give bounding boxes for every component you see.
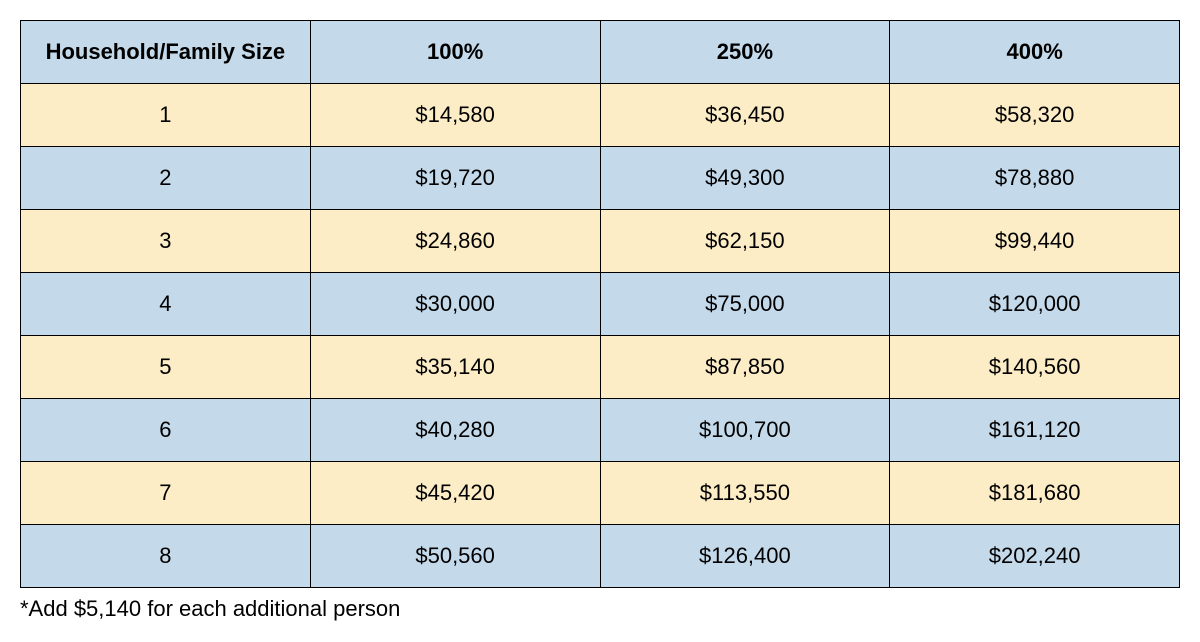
poverty-guideline-table-container: Household/Family Size100%250%400% 1$14,5… [20, 20, 1180, 622]
table-cell: $49,300 [600, 147, 890, 210]
table-cell: $62,150 [600, 210, 890, 273]
table-cell: $120,000 [890, 273, 1180, 336]
table-cell: $140,560 [890, 336, 1180, 399]
column-header: 250% [600, 21, 890, 84]
table-cell: $58,320 [890, 84, 1180, 147]
column-header: 400% [890, 21, 1180, 84]
table-header-row: Household/Family Size100%250%400% [21, 21, 1180, 84]
table-cell: $50,560 [310, 525, 600, 588]
table-row: 3$24,860$62,150$99,440 [21, 210, 1180, 273]
table-row: 8$50,560$126,400$202,240 [21, 525, 1180, 588]
table-cell: $35,140 [310, 336, 600, 399]
table-cell: $14,580 [310, 84, 600, 147]
table-cell: 3 [21, 210, 311, 273]
table-cell: $19,720 [310, 147, 600, 210]
table-cell: $202,240 [890, 525, 1180, 588]
table-cell: 2 [21, 147, 311, 210]
poverty-guideline-table: Household/Family Size100%250%400% 1$14,5… [20, 20, 1180, 588]
table-cell: $45,420 [310, 462, 600, 525]
table-row: 5$35,140$87,850$140,560 [21, 336, 1180, 399]
table-cell: $87,850 [600, 336, 890, 399]
table-cell: 5 [21, 336, 311, 399]
table-cell: 8 [21, 525, 311, 588]
table-cell: $30,000 [310, 273, 600, 336]
table-row: 1$14,580$36,450$58,320 [21, 84, 1180, 147]
table-cell: $24,860 [310, 210, 600, 273]
table-row: 7$45,420$113,550$181,680 [21, 462, 1180, 525]
table-cell: 6 [21, 399, 311, 462]
table-cell: $40,280 [310, 399, 600, 462]
table-cell: $78,880 [890, 147, 1180, 210]
footnote-text: *Add $5,140 for each additional person [20, 596, 1180, 622]
table-cell: $99,440 [890, 210, 1180, 273]
table-row: 2$19,720$49,300$78,880 [21, 147, 1180, 210]
table-cell: $36,450 [600, 84, 890, 147]
table-cell: $161,120 [890, 399, 1180, 462]
table-cell: 4 [21, 273, 311, 336]
table-cell: $126,400 [600, 525, 890, 588]
table-row: 4$30,000$75,000$120,000 [21, 273, 1180, 336]
table-cell: $181,680 [890, 462, 1180, 525]
table-row: 6$40,280$100,700$161,120 [21, 399, 1180, 462]
table-cell: $75,000 [600, 273, 890, 336]
table-cell: 1 [21, 84, 311, 147]
table-cell: 7 [21, 462, 311, 525]
table-cell: $100,700 [600, 399, 890, 462]
table-cell: $113,550 [600, 462, 890, 525]
column-header: Household/Family Size [21, 21, 311, 84]
column-header: 100% [310, 21, 600, 84]
